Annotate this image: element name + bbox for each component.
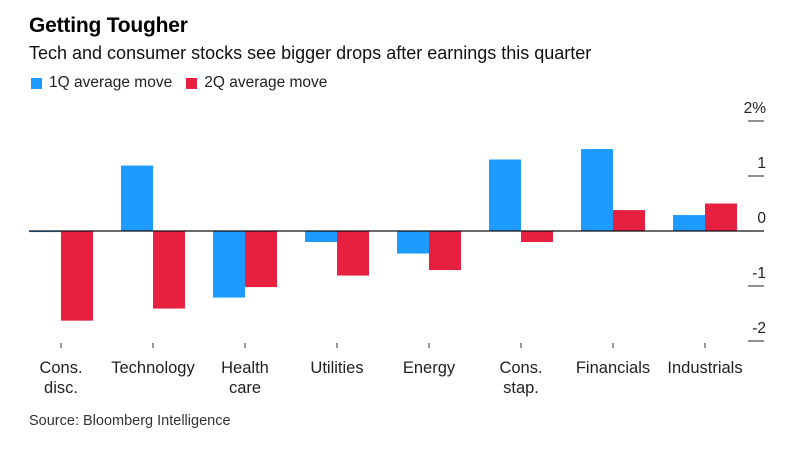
bar-1q-1 xyxy=(121,165,153,231)
x-tick-label-0: Cons. xyxy=(39,359,82,377)
chart-subtitle: Tech and consumer stocks see bigger drop… xyxy=(29,43,592,63)
bar-1q-7 xyxy=(673,215,705,231)
bar-2q-0 xyxy=(61,231,93,321)
legend-item-2q: 2Q average move xyxy=(186,74,327,92)
bar-1q-2 xyxy=(213,231,245,298)
x-axis: Cons. disc. Technology Health care Utilities E… xyxy=(39,343,743,397)
bars-group xyxy=(29,149,737,321)
x-tick-label-1: Technology xyxy=(111,359,195,377)
bar-2q-2 xyxy=(245,231,277,288)
bar-1q-6 xyxy=(581,149,613,231)
chart-title: Getting Tougher xyxy=(29,14,188,37)
source-note: Source: Bloomberg Intelligence xyxy=(29,413,231,429)
y-tick-label-2: 0 xyxy=(757,210,766,227)
x-tick-label-4: Energy xyxy=(403,359,456,377)
bar-2q-5 xyxy=(521,231,553,242)
bar-2q-4 xyxy=(429,231,461,271)
x-tick-label-2-line2: care xyxy=(229,379,261,397)
x-tick-label-3: Utilities xyxy=(310,359,363,377)
bar-2q-7 xyxy=(705,203,737,231)
x-tick-label-5-line2: stap. xyxy=(503,379,539,397)
legend: 1Q average move 2Q average move xyxy=(31,74,341,92)
bar-2q-3 xyxy=(337,231,369,276)
legend-item-1q: 1Q average move xyxy=(31,74,172,92)
legend-label-1q: 1Q average move xyxy=(49,74,173,91)
x-tick-label-6: Financials xyxy=(576,359,650,377)
legend-label-2q: 2Q average move xyxy=(204,74,328,91)
x-tick-label-0-line2: disc. xyxy=(44,379,78,397)
bar-2q-1 xyxy=(153,231,185,309)
bar-2q-6 xyxy=(613,210,645,231)
x-tick-label-2: Health xyxy=(221,359,269,377)
y-tick-label-4: -2 xyxy=(752,320,766,337)
y-axis: 2% 1 0 -1 -2 xyxy=(744,100,767,342)
bar-1q-3 xyxy=(305,231,337,242)
x-tick-label-5: Cons. xyxy=(499,359,542,377)
bar-1q-4 xyxy=(397,231,429,254)
bar-1q-5 xyxy=(489,159,521,231)
legend-swatch-2q xyxy=(186,77,198,89)
y-tick-label-0: 2% xyxy=(744,100,767,117)
legend-swatch-1q xyxy=(31,77,42,89)
x-tick-label-7: Industrials xyxy=(667,359,742,377)
y-tick-label-1: 1 xyxy=(757,155,766,172)
y-tick-label-3: -1 xyxy=(752,265,766,282)
